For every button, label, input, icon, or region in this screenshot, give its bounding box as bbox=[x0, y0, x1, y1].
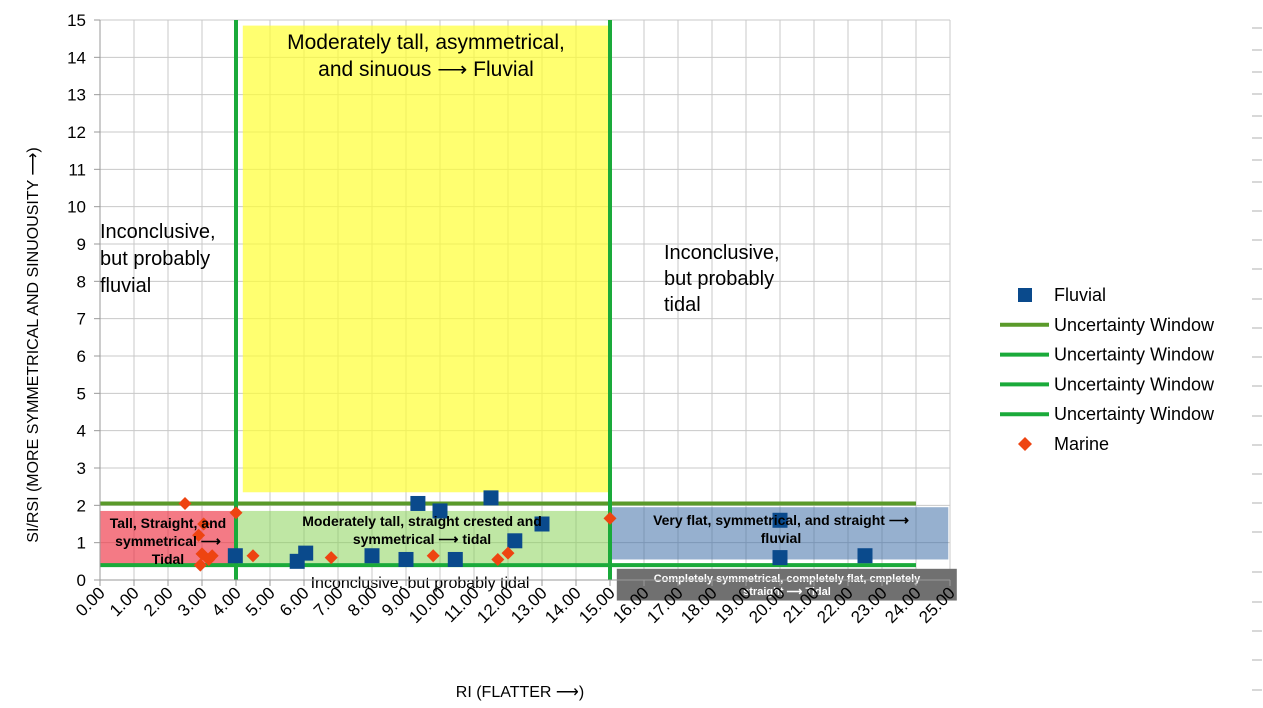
x-tick-label: 4.00 bbox=[208, 583, 245, 620]
marine-point bbox=[501, 546, 515, 560]
legend: Fluvial Uncertainty Window Uncertainty Win… bbox=[1000, 285, 1215, 454]
y-tick-label: 3 bbox=[77, 459, 86, 478]
chart-region bbox=[616, 568, 957, 601]
marine-point bbox=[426, 549, 440, 563]
region-label: Very flat, symmetrical, and straight ⟶ bbox=[653, 512, 909, 528]
chart-regions bbox=[100, 25, 957, 601]
fluvial-point bbox=[483, 490, 499, 506]
y-tick-label: 2 bbox=[77, 496, 86, 515]
y-tick-label: 8 bbox=[77, 272, 86, 291]
annotation-text: fluvial bbox=[100, 275, 151, 297]
region-label: straight ⟶ Tidal bbox=[743, 586, 831, 598]
y-tick-label: 10 bbox=[67, 198, 86, 217]
legend-label: Uncertainty Window bbox=[1054, 404, 1215, 424]
legend-square-icon bbox=[1018, 288, 1032, 302]
region-label: symmetrical ⟶ tidal bbox=[353, 531, 491, 547]
fluvial-point bbox=[227, 548, 243, 564]
y-tick-label: 13 bbox=[67, 86, 86, 105]
fluvial-point bbox=[398, 551, 414, 567]
annotations: Inconclusive, but probably fluvial Inconclu… bbox=[100, 221, 780, 592]
fluvial-point bbox=[857, 548, 873, 564]
legend-label: Uncertainty Window bbox=[1054, 315, 1215, 335]
region-label: and sinuous ⟶ Fluvial bbox=[318, 58, 534, 81]
y-tick-label: 7 bbox=[77, 310, 86, 329]
marine-point bbox=[246, 549, 260, 563]
region-label: Moderately tall, asymmetrical, bbox=[287, 31, 565, 54]
fluvial-point bbox=[364, 548, 380, 564]
data-points bbox=[178, 490, 873, 572]
y-tick-label: 12 bbox=[67, 123, 86, 142]
annotation-text: Inconclusive, but probably tidal bbox=[311, 575, 530, 592]
region-label: Tall, Straight, and bbox=[110, 515, 226, 531]
marine-point bbox=[197, 517, 211, 531]
region-label: symmetrical ⟶ bbox=[115, 533, 221, 549]
y-tick-label: 1 bbox=[77, 534, 86, 553]
x-tick-label: 5.00 bbox=[242, 583, 279, 620]
x-tick-label: 3.00 bbox=[174, 583, 211, 620]
legend-label: Uncertainty Window bbox=[1054, 345, 1215, 365]
y-tick-label: 6 bbox=[77, 347, 86, 366]
marine-point bbox=[202, 552, 216, 566]
marine-point bbox=[178, 496, 192, 510]
x-tick-label: 1.00 bbox=[106, 583, 143, 620]
fluvial-point bbox=[772, 550, 788, 566]
y-tick-label: 11 bbox=[68, 160, 86, 179]
x-axis-title: RI (FLATTER ⟶) bbox=[456, 684, 584, 701]
fluvial-point bbox=[507, 533, 523, 549]
annotation-text: but probably bbox=[100, 248, 210, 270]
y-axis-title: SI/RSI (MORE SYMMETRICAL AND SINUOUSITY … bbox=[25, 147, 42, 542]
region-label: fluvial bbox=[761, 530, 801, 546]
legend-label: Marine bbox=[1054, 434, 1109, 454]
fluvial-point bbox=[298, 545, 314, 561]
fluvial-point bbox=[410, 495, 426, 511]
annotation-text: Inconclusive, bbox=[664, 242, 780, 264]
y-tick-label: 9 bbox=[77, 235, 86, 254]
axes bbox=[94, 19, 951, 586]
y-tick-label: 5 bbox=[77, 384, 86, 403]
marine-point bbox=[491, 552, 505, 566]
annotation-text: tidal bbox=[664, 294, 701, 316]
y-tick-label: 0 bbox=[77, 571, 86, 590]
region-label: Tidal bbox=[152, 551, 184, 567]
marine-point bbox=[229, 506, 243, 520]
marine-point bbox=[324, 551, 338, 565]
annotation-text: Inconclusive, bbox=[100, 221, 216, 243]
region-label: Moderately tall, straight crested and bbox=[302, 513, 542, 529]
region-label: Completely symmetrical, completely flat,… bbox=[654, 573, 921, 585]
annotation-text: but probably bbox=[664, 268, 774, 290]
fluvial-point bbox=[447, 551, 463, 567]
legend-label: Uncertainty Window bbox=[1054, 374, 1215, 394]
x-tick-label: 14.00 bbox=[541, 583, 585, 627]
fluvial-point bbox=[772, 512, 788, 528]
region-labels: Moderately tall, asymmetrical, and sinuou… bbox=[110, 31, 921, 598]
legend-label: Fluvial bbox=[1054, 285, 1106, 305]
chart-region bbox=[242, 25, 609, 493]
y-tick-label: 14 bbox=[67, 48, 86, 67]
right-edge-marks bbox=[1252, 27, 1262, 691]
marine-point bbox=[193, 558, 207, 572]
y-tick-label: 4 bbox=[77, 422, 86, 441]
fluvial-point bbox=[534, 516, 550, 532]
fluvial-point bbox=[432, 503, 448, 519]
marine-point bbox=[603, 511, 617, 525]
y-tick-label: 15 bbox=[67, 11, 86, 30]
x-tick-label: 6.00 bbox=[276, 583, 313, 620]
x-tick-label: 15.00 bbox=[575, 583, 619, 627]
x-tick-label: 2.00 bbox=[140, 583, 177, 620]
marine-point bbox=[192, 528, 206, 542]
legend-diamond-icon bbox=[1018, 437, 1032, 451]
